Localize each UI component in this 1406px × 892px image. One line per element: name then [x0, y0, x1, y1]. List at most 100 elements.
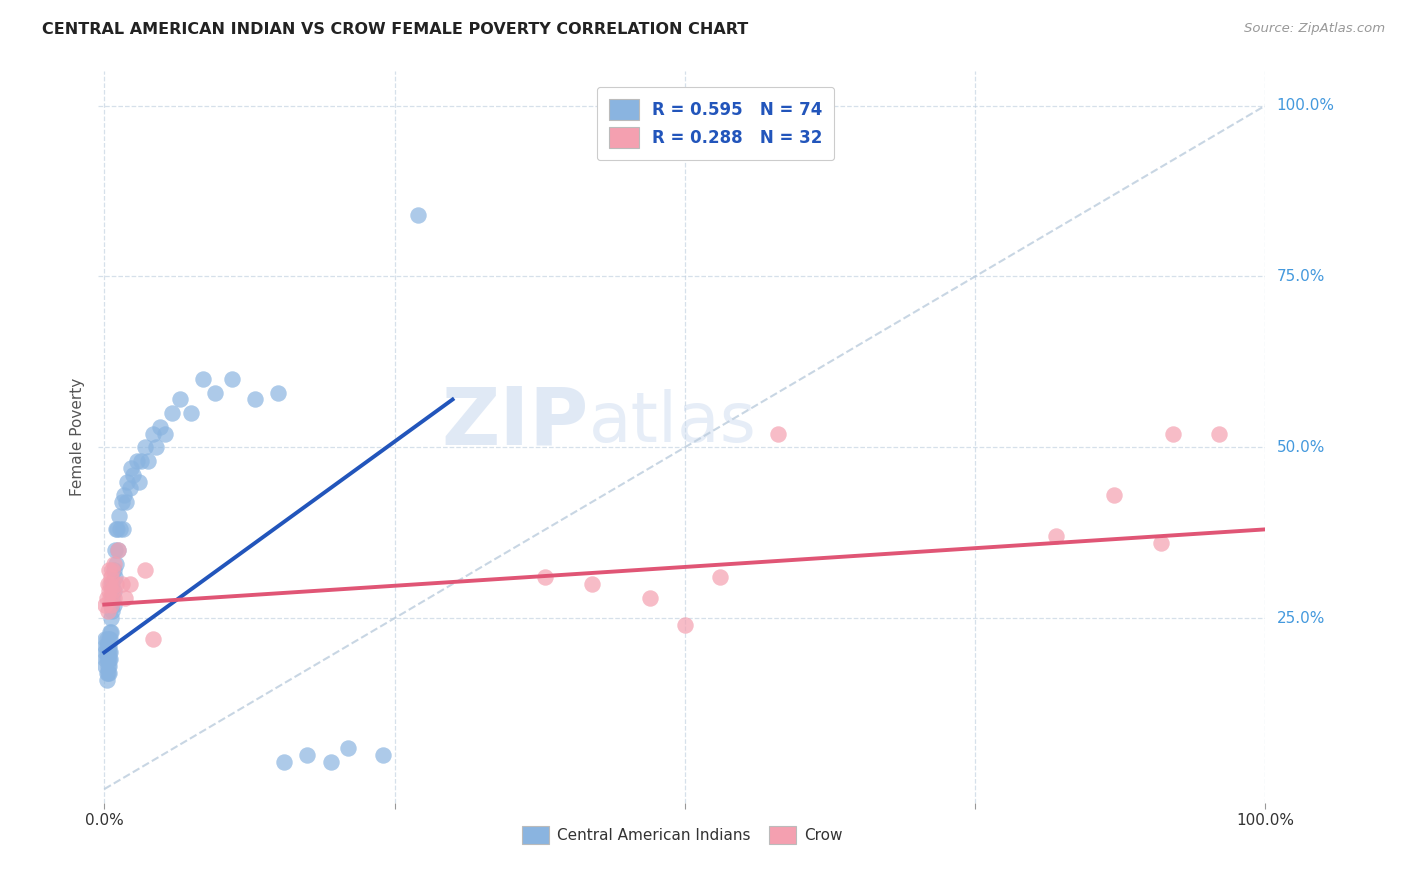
Point	[709, 570, 731, 584]
Point	[1104, 488, 1126, 502]
Point	[104, 577, 127, 591]
Point	[112, 488, 135, 502]
Point	[94, 639, 117, 653]
Point	[1208, 426, 1230, 441]
Point	[97, 639, 120, 653]
Point	[104, 542, 127, 557]
Text: 50.0%: 50.0%	[1277, 440, 1324, 455]
Point	[534, 570, 557, 584]
Point	[1150, 536, 1173, 550]
Point	[104, 557, 127, 571]
Point	[115, 495, 138, 509]
Point	[111, 495, 134, 509]
Legend: Central American Indians, Crow: Central American Indians, Crow	[516, 820, 848, 850]
Point	[107, 542, 129, 557]
Point	[107, 542, 129, 557]
Point	[98, 624, 121, 639]
Point	[97, 563, 120, 577]
Point	[125, 454, 148, 468]
Point	[149, 420, 172, 434]
Point	[134, 440, 156, 454]
Point	[96, 639, 118, 653]
Point	[103, 598, 125, 612]
Point	[111, 577, 134, 591]
Point	[98, 577, 121, 591]
Point	[96, 673, 118, 687]
Point	[98, 632, 121, 646]
Point	[94, 598, 117, 612]
Point	[101, 577, 124, 591]
Point	[96, 652, 118, 666]
Point	[97, 639, 120, 653]
Point	[122, 467, 145, 482]
Point	[131, 454, 153, 468]
Point	[96, 632, 118, 646]
Point	[94, 659, 117, 673]
Point	[94, 632, 117, 646]
Point	[337, 741, 360, 756]
Point	[111, 522, 134, 536]
Point	[1161, 426, 1184, 441]
Point	[100, 598, 122, 612]
Point	[103, 557, 125, 571]
Point	[104, 570, 127, 584]
Point	[142, 426, 165, 441]
Point	[100, 598, 122, 612]
Text: atlas: atlas	[589, 389, 756, 456]
Point	[96, 645, 118, 659]
Point	[118, 577, 141, 591]
Point	[243, 392, 266, 407]
Point	[103, 563, 125, 577]
Text: ZIP: ZIP	[441, 384, 589, 461]
Point	[103, 583, 125, 598]
Text: 75.0%: 75.0%	[1277, 268, 1324, 284]
Point	[297, 747, 319, 762]
Point	[1045, 529, 1067, 543]
Point	[100, 624, 122, 639]
Point	[101, 604, 124, 618]
Point	[96, 591, 118, 605]
Point	[145, 440, 167, 454]
Point	[128, 475, 150, 489]
Point	[97, 577, 120, 591]
Point	[142, 632, 165, 646]
Point	[766, 426, 789, 441]
Point	[96, 665, 118, 680]
Point	[204, 385, 226, 400]
Point	[100, 611, 122, 625]
Point	[101, 583, 124, 598]
Point	[134, 563, 156, 577]
Text: Source: ZipAtlas.com: Source: ZipAtlas.com	[1244, 22, 1385, 36]
Point	[97, 652, 120, 666]
Point	[97, 652, 120, 666]
Point	[138, 454, 160, 468]
Point	[120, 460, 142, 475]
Point	[98, 645, 121, 659]
Y-axis label: Female Poverty: Female Poverty	[70, 378, 86, 496]
Point	[673, 618, 696, 632]
Point	[371, 747, 394, 762]
Point	[97, 659, 120, 673]
Point	[221, 372, 243, 386]
Point	[108, 508, 131, 523]
Point	[104, 522, 127, 536]
Point	[160, 406, 183, 420]
Point	[117, 475, 139, 489]
Point	[97, 604, 120, 618]
Point	[169, 392, 191, 407]
Point	[97, 645, 120, 659]
Point	[103, 591, 125, 605]
Point	[638, 591, 661, 605]
Point	[191, 372, 214, 386]
Point	[97, 665, 120, 680]
Point	[94, 645, 117, 659]
Point	[97, 632, 120, 646]
Text: CENTRAL AMERICAN INDIAN VS CROW FEMALE POVERTY CORRELATION CHART: CENTRAL AMERICAN INDIAN VS CROW FEMALE P…	[42, 22, 748, 37]
Text: 100.0%: 100.0%	[1277, 98, 1334, 113]
Point	[110, 522, 132, 536]
Point	[114, 591, 136, 605]
Point	[153, 426, 176, 441]
Point	[267, 385, 290, 400]
Point	[273, 755, 295, 769]
Point	[581, 577, 603, 591]
